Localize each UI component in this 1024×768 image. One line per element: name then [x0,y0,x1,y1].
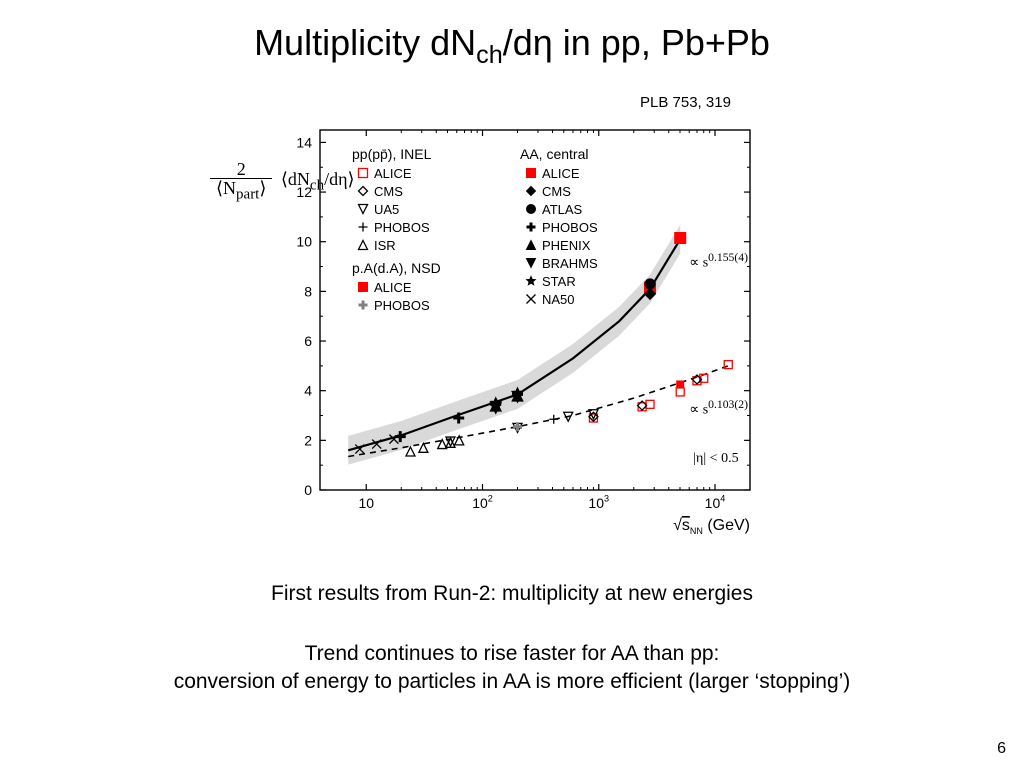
caption-line-1: First results from Run-2: multiplicity a… [0,582,1024,606]
page-number: 6 [997,740,1006,758]
svg-text:103: 103 [588,494,609,511]
legend-marker-icon [352,297,374,313]
svg-text:104: 104 [705,494,726,511]
y-frac-top: 2 [210,160,272,179]
legend-marker-icon [352,183,374,199]
legend-pa: p.A(d.A), NSD ALICE PHOBOS [352,260,441,314]
legend-label: PHENIX [542,238,590,253]
legend-marker-icon [520,165,542,181]
legend-item: ISR [352,236,431,254]
legend-marker-icon [520,219,542,235]
legend-label: PHOBOS [374,220,430,235]
svg-text:10: 10 [358,495,374,511]
legend-label: NA50 [542,292,575,307]
svg-text:0: 0 [304,482,312,498]
reference-text: PLB 753, 319 [640,94,731,111]
legend-label: STAR [542,274,576,289]
legend-marker-icon [352,165,374,181]
legend-item: PHOBOS [352,218,431,236]
legend-marker-icon [520,183,542,199]
y-axis-title: 2 ⟨Npart⟩ ⟨dNch/dη⟩ [210,160,355,203]
legend-item: NA50 [520,290,598,308]
legend-marker-icon [352,237,374,253]
svg-text:6: 6 [304,333,312,349]
legend-marker-icon [520,273,542,289]
svg-text:√sNN (GeV): √sNN (GeV) [673,517,750,536]
legend-item: UA5 [352,200,431,218]
multiplicity-chart: 0246810121410102103104√sNN (GeV) 2 ⟨Npar… [260,120,780,550]
legend-label: PHOBOS [374,298,430,313]
legend-header: p.A(d.A), NSD [352,260,441,276]
legend-header: AA, central [520,146,598,162]
legend-marker-icon [520,291,542,307]
svg-text:8: 8 [304,283,312,299]
caption2-line2: conversion of energy to particles in AA … [174,670,851,693]
legend-item: ALICE [520,164,598,182]
legend-label: PHOBOS [542,220,598,235]
y-right: ⟨dNch/dη⟩ [281,170,355,194]
annot-upper-fit: ∝ s0.155(4) [689,251,748,272]
legend-header: pp(pp̄), INEL [352,146,431,162]
legend-label: UA5 [374,202,399,217]
legend-item: ALICE [352,164,431,182]
title-text: Multiplicity dNch/dη in pp, Pb+Pb [254,22,770,63]
caption2-line1: Trend continues to rise faster for AA th… [305,642,720,665]
legend-marker-icon [352,219,374,235]
legend-marker-icon [352,201,374,217]
legend-label: CMS [374,184,403,199]
legend-marker-icon [352,279,374,295]
legend-label: ATLAS [542,202,582,217]
svg-text:102: 102 [472,494,493,511]
legend-item: CMS [352,182,431,200]
svg-text:10: 10 [296,234,312,250]
legend-item: BRAHMS [520,254,598,272]
legend-marker-icon [520,201,542,217]
slide-title: Multiplicity dNch/dη in pp, Pb+Pb [0,22,1024,70]
legend-item: CMS [520,182,598,200]
svg-text:14: 14 [296,134,312,150]
legend-label: ALICE [374,280,412,295]
legend-label: CMS [542,184,571,199]
svg-text:2: 2 [304,432,312,448]
legend-label: ALICE [374,166,412,181]
legend-label: ALICE [542,166,580,181]
legend-marker-icon [520,255,542,271]
y-frac-bot: ⟨Npart⟩ [210,179,272,203]
legend-item: STAR [520,272,598,290]
legend-item: PHOBOS [520,218,598,236]
legend-label: BRAHMS [542,256,598,271]
annot-lower-fit: ∝ s0.103(2) [689,398,748,419]
svg-text:4: 4 [304,383,312,399]
annot-eta-cut: |η| < 0.5 [693,451,738,467]
legend-item: PHENIX [520,236,598,254]
legend-pp: pp(pp̄), INEL ALICE CMS UA5 PHOBOS ISR [352,146,431,254]
legend-item: ALICE [352,278,441,296]
legend-label: ISR [374,238,396,253]
legend-aa: AA, central ALICE CMS ATLAS PHOBOS PHENIX BRAH… [520,146,598,308]
legend-marker-icon [520,237,542,253]
legend-item: PHOBOS [352,296,441,314]
caption-block-2: Trend continues to rise faster for AA th… [0,640,1024,697]
legend-item: ATLAS [520,200,598,218]
